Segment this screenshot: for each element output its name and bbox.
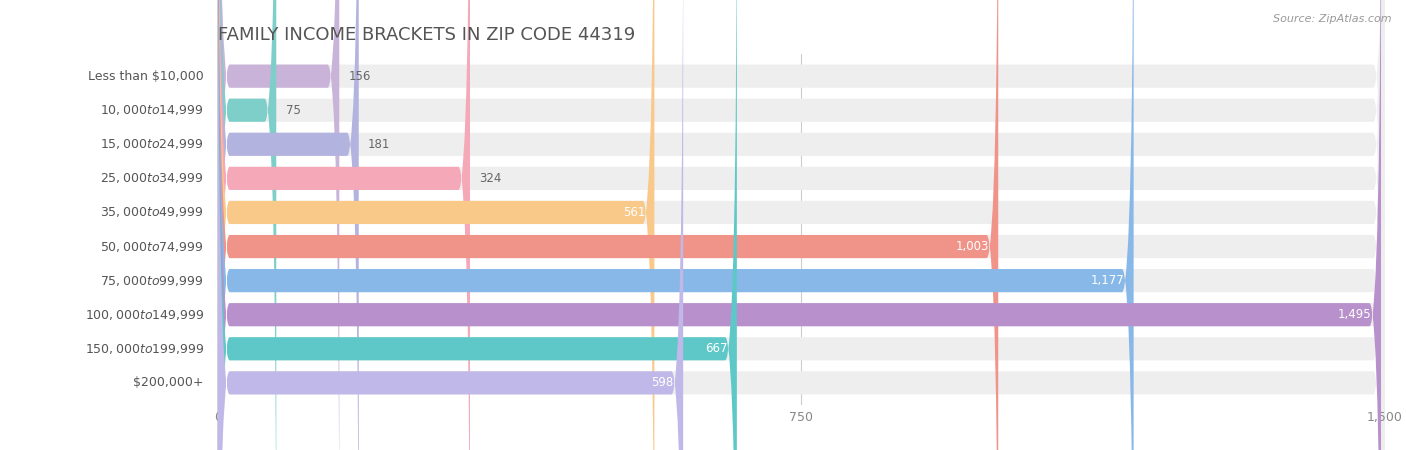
FancyBboxPatch shape: [218, 0, 1381, 450]
Text: 667: 667: [704, 342, 727, 355]
Text: 156: 156: [349, 70, 371, 83]
FancyBboxPatch shape: [218, 0, 654, 450]
FancyBboxPatch shape: [218, 0, 1385, 450]
Text: $15,000 to $24,999: $15,000 to $24,999: [100, 137, 204, 151]
Text: 324: 324: [479, 172, 502, 185]
FancyBboxPatch shape: [218, 0, 998, 450]
FancyBboxPatch shape: [218, 0, 1385, 450]
Text: Source: ZipAtlas.com: Source: ZipAtlas.com: [1274, 14, 1392, 23]
FancyBboxPatch shape: [218, 0, 470, 450]
FancyBboxPatch shape: [218, 0, 359, 450]
Text: $35,000 to $49,999: $35,000 to $49,999: [100, 206, 204, 220]
FancyBboxPatch shape: [218, 0, 1385, 450]
Text: $200,000+: $200,000+: [134, 376, 204, 389]
FancyBboxPatch shape: [218, 0, 1385, 450]
Text: FAMILY INCOME BRACKETS IN ZIP CODE 44319: FAMILY INCOME BRACKETS IN ZIP CODE 44319: [218, 26, 636, 44]
FancyBboxPatch shape: [218, 0, 1385, 450]
FancyBboxPatch shape: [218, 0, 1385, 450]
FancyBboxPatch shape: [218, 0, 276, 450]
Text: $100,000 to $149,999: $100,000 to $149,999: [84, 308, 204, 322]
Text: 181: 181: [368, 138, 391, 151]
Text: $150,000 to $199,999: $150,000 to $199,999: [84, 342, 204, 356]
Text: 598: 598: [651, 376, 673, 389]
Text: Less than $10,000: Less than $10,000: [89, 70, 204, 83]
Text: 561: 561: [623, 206, 645, 219]
Text: 1,495: 1,495: [1339, 308, 1372, 321]
FancyBboxPatch shape: [218, 0, 339, 450]
Text: $10,000 to $14,999: $10,000 to $14,999: [100, 103, 204, 117]
Text: $75,000 to $99,999: $75,000 to $99,999: [100, 274, 204, 288]
FancyBboxPatch shape: [218, 0, 1385, 450]
FancyBboxPatch shape: [218, 0, 1385, 450]
FancyBboxPatch shape: [218, 0, 1385, 450]
Text: $50,000 to $74,999: $50,000 to $74,999: [100, 239, 204, 253]
FancyBboxPatch shape: [218, 0, 737, 450]
Text: 75: 75: [285, 104, 301, 117]
Text: $25,000 to $34,999: $25,000 to $34,999: [100, 171, 204, 185]
Text: 1,177: 1,177: [1091, 274, 1125, 287]
FancyBboxPatch shape: [218, 0, 1133, 450]
FancyBboxPatch shape: [218, 0, 683, 450]
FancyBboxPatch shape: [218, 0, 1385, 450]
Text: 1,003: 1,003: [956, 240, 988, 253]
